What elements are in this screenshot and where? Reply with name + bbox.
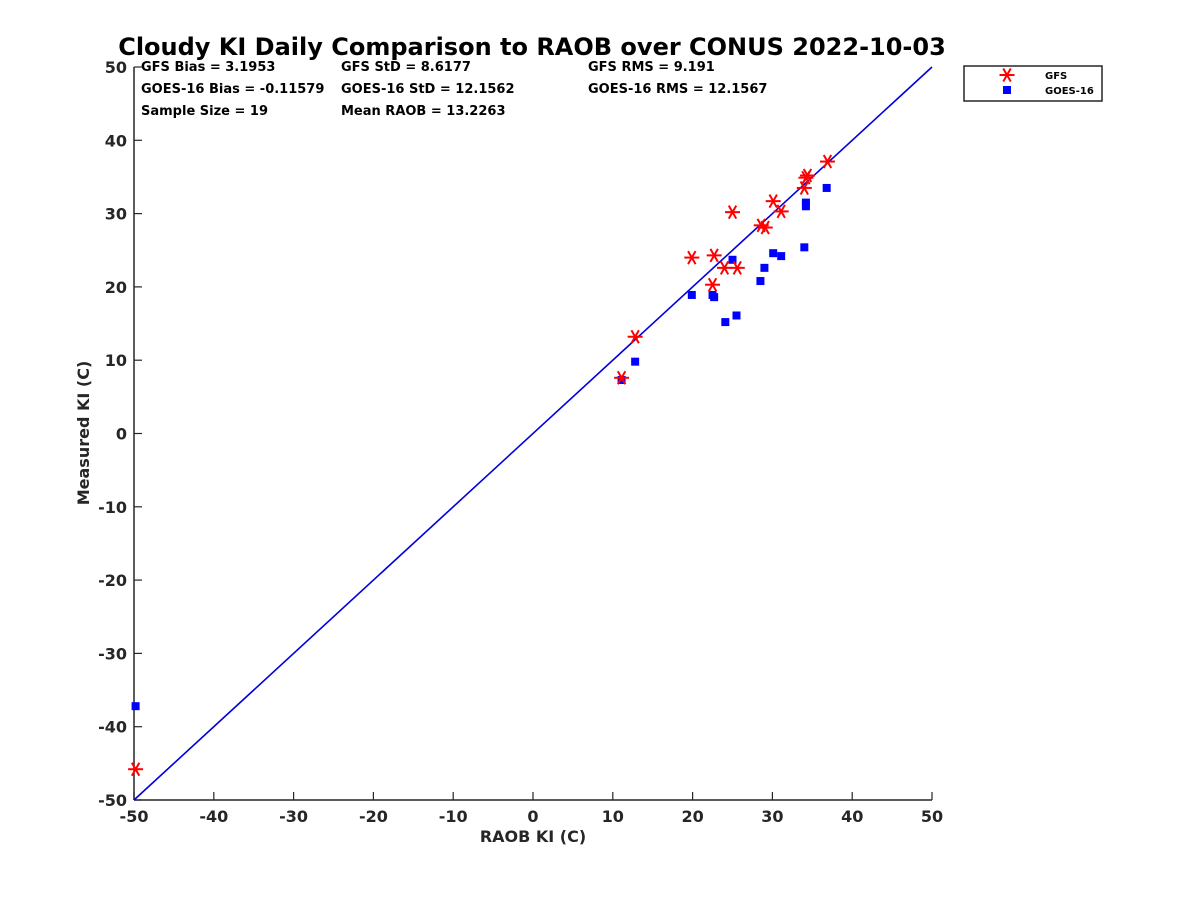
y-tick-label: -10 [98,498,127,517]
legend-gfs-label: GFS [1045,71,1067,82]
y-tick-label: 30 [105,205,127,224]
y-tick-label: 50 [105,58,127,77]
gfs-point [684,250,700,265]
one-to-one-reference-line [133,66,933,801]
gfs-point [128,762,144,777]
goes16-point [687,290,696,299]
series-goes-16 [131,183,831,711]
goes16-point [631,357,640,366]
gfs-point [627,329,643,344]
legend-gfs-asterisk [999,68,1015,82]
legend-goes16-marker [1003,86,1011,94]
chart-title: Cloudy KI Daily Comparison to RAOB over … [118,33,946,61]
goes16-point [728,255,737,264]
goes16-point [760,263,769,272]
goes16-point [801,198,810,207]
y-axis-label: Measured KI (C) [74,361,93,506]
gfs-point [717,260,733,275]
y-tick-label: -30 [98,644,127,663]
stat-sample-size: Sample Size = 19 [141,104,268,119]
goes16-point [822,183,831,192]
stat-gfs-std: GFS StD = 8.6177 [341,60,471,75]
legend-box [963,65,1103,102]
goes16-point [769,249,778,258]
stat-gfs-bias: GFS Bias = 3.1953 [141,60,275,75]
gfs-point [614,370,630,385]
y-axis-ticks: -50 -40 -30 -20 -10 0 10 20 30 40 50 [98,58,142,810]
gfs-point [757,220,773,235]
gfs-point [819,154,835,169]
y-tick-label: -20 [98,571,127,590]
series-gfs [128,154,835,777]
stat-goes-rms: GOES-16 RMS = 12.1567 [588,82,767,97]
goes16-point [800,243,809,252]
stat-mean-raob: Mean RAOB = 13.2263 [341,104,506,119]
y-tick-label: 10 [105,351,127,370]
goes16-point [617,375,626,384]
data-series [128,154,835,777]
x-tick-label: 20 [681,807,703,826]
legend-gfs-marker [999,68,1015,82]
x-tick-label: -50 [120,807,149,826]
y-tick-label: 20 [105,278,127,297]
y-tick-label: -40 [98,718,127,737]
gfs-point [706,248,722,263]
gfs-point [729,260,745,275]
stat-gfs-rms: GFS RMS = 9.191 [588,60,715,75]
x-axis-label: RAOB KI (C) [480,827,586,846]
statistics-block: GFS Bias = 3.1953 GFS StD = 8.6177 GFS R… [141,60,767,119]
y-tick-label: 40 [105,131,127,150]
gfs-point [725,205,740,220]
gfs-point [765,194,781,209]
x-tick-label: 30 [761,807,783,826]
goes16-point [721,318,730,327]
x-tick-label: 10 [602,807,624,826]
x-tick-label: 50 [921,807,943,826]
y-tick-label: -50 [98,791,127,810]
stat-goes-bias: GOES-16 Bias = -0.11579 [141,82,324,97]
goes16-point [710,293,719,302]
x-tick-label: -10 [439,807,468,826]
x-tick-label: -40 [199,807,228,826]
x-tick-label: -30 [279,807,308,826]
x-axis-ticks: -50 -40 -30 -20 -10 0 10 20 30 40 50 [120,792,943,826]
gfs-point [705,277,721,292]
x-tick-label: 40 [841,807,863,826]
goes16-point [777,252,786,261]
legend-goes16-label: GOES-16 [1045,86,1094,97]
gfs-point [800,168,816,183]
x-tick-label: 0 [527,807,538,826]
goes16-point [131,702,140,711]
x-tick-label: -20 [359,807,388,826]
y-tick-label: 0 [116,425,127,444]
stat-goes-std: GOES-16 StD = 12.1562 [341,82,515,97]
goes16-point [732,311,741,320]
gfs-point [773,204,789,219]
goes16-point [756,277,765,286]
legend: GFS GOES-16 [963,65,1103,102]
